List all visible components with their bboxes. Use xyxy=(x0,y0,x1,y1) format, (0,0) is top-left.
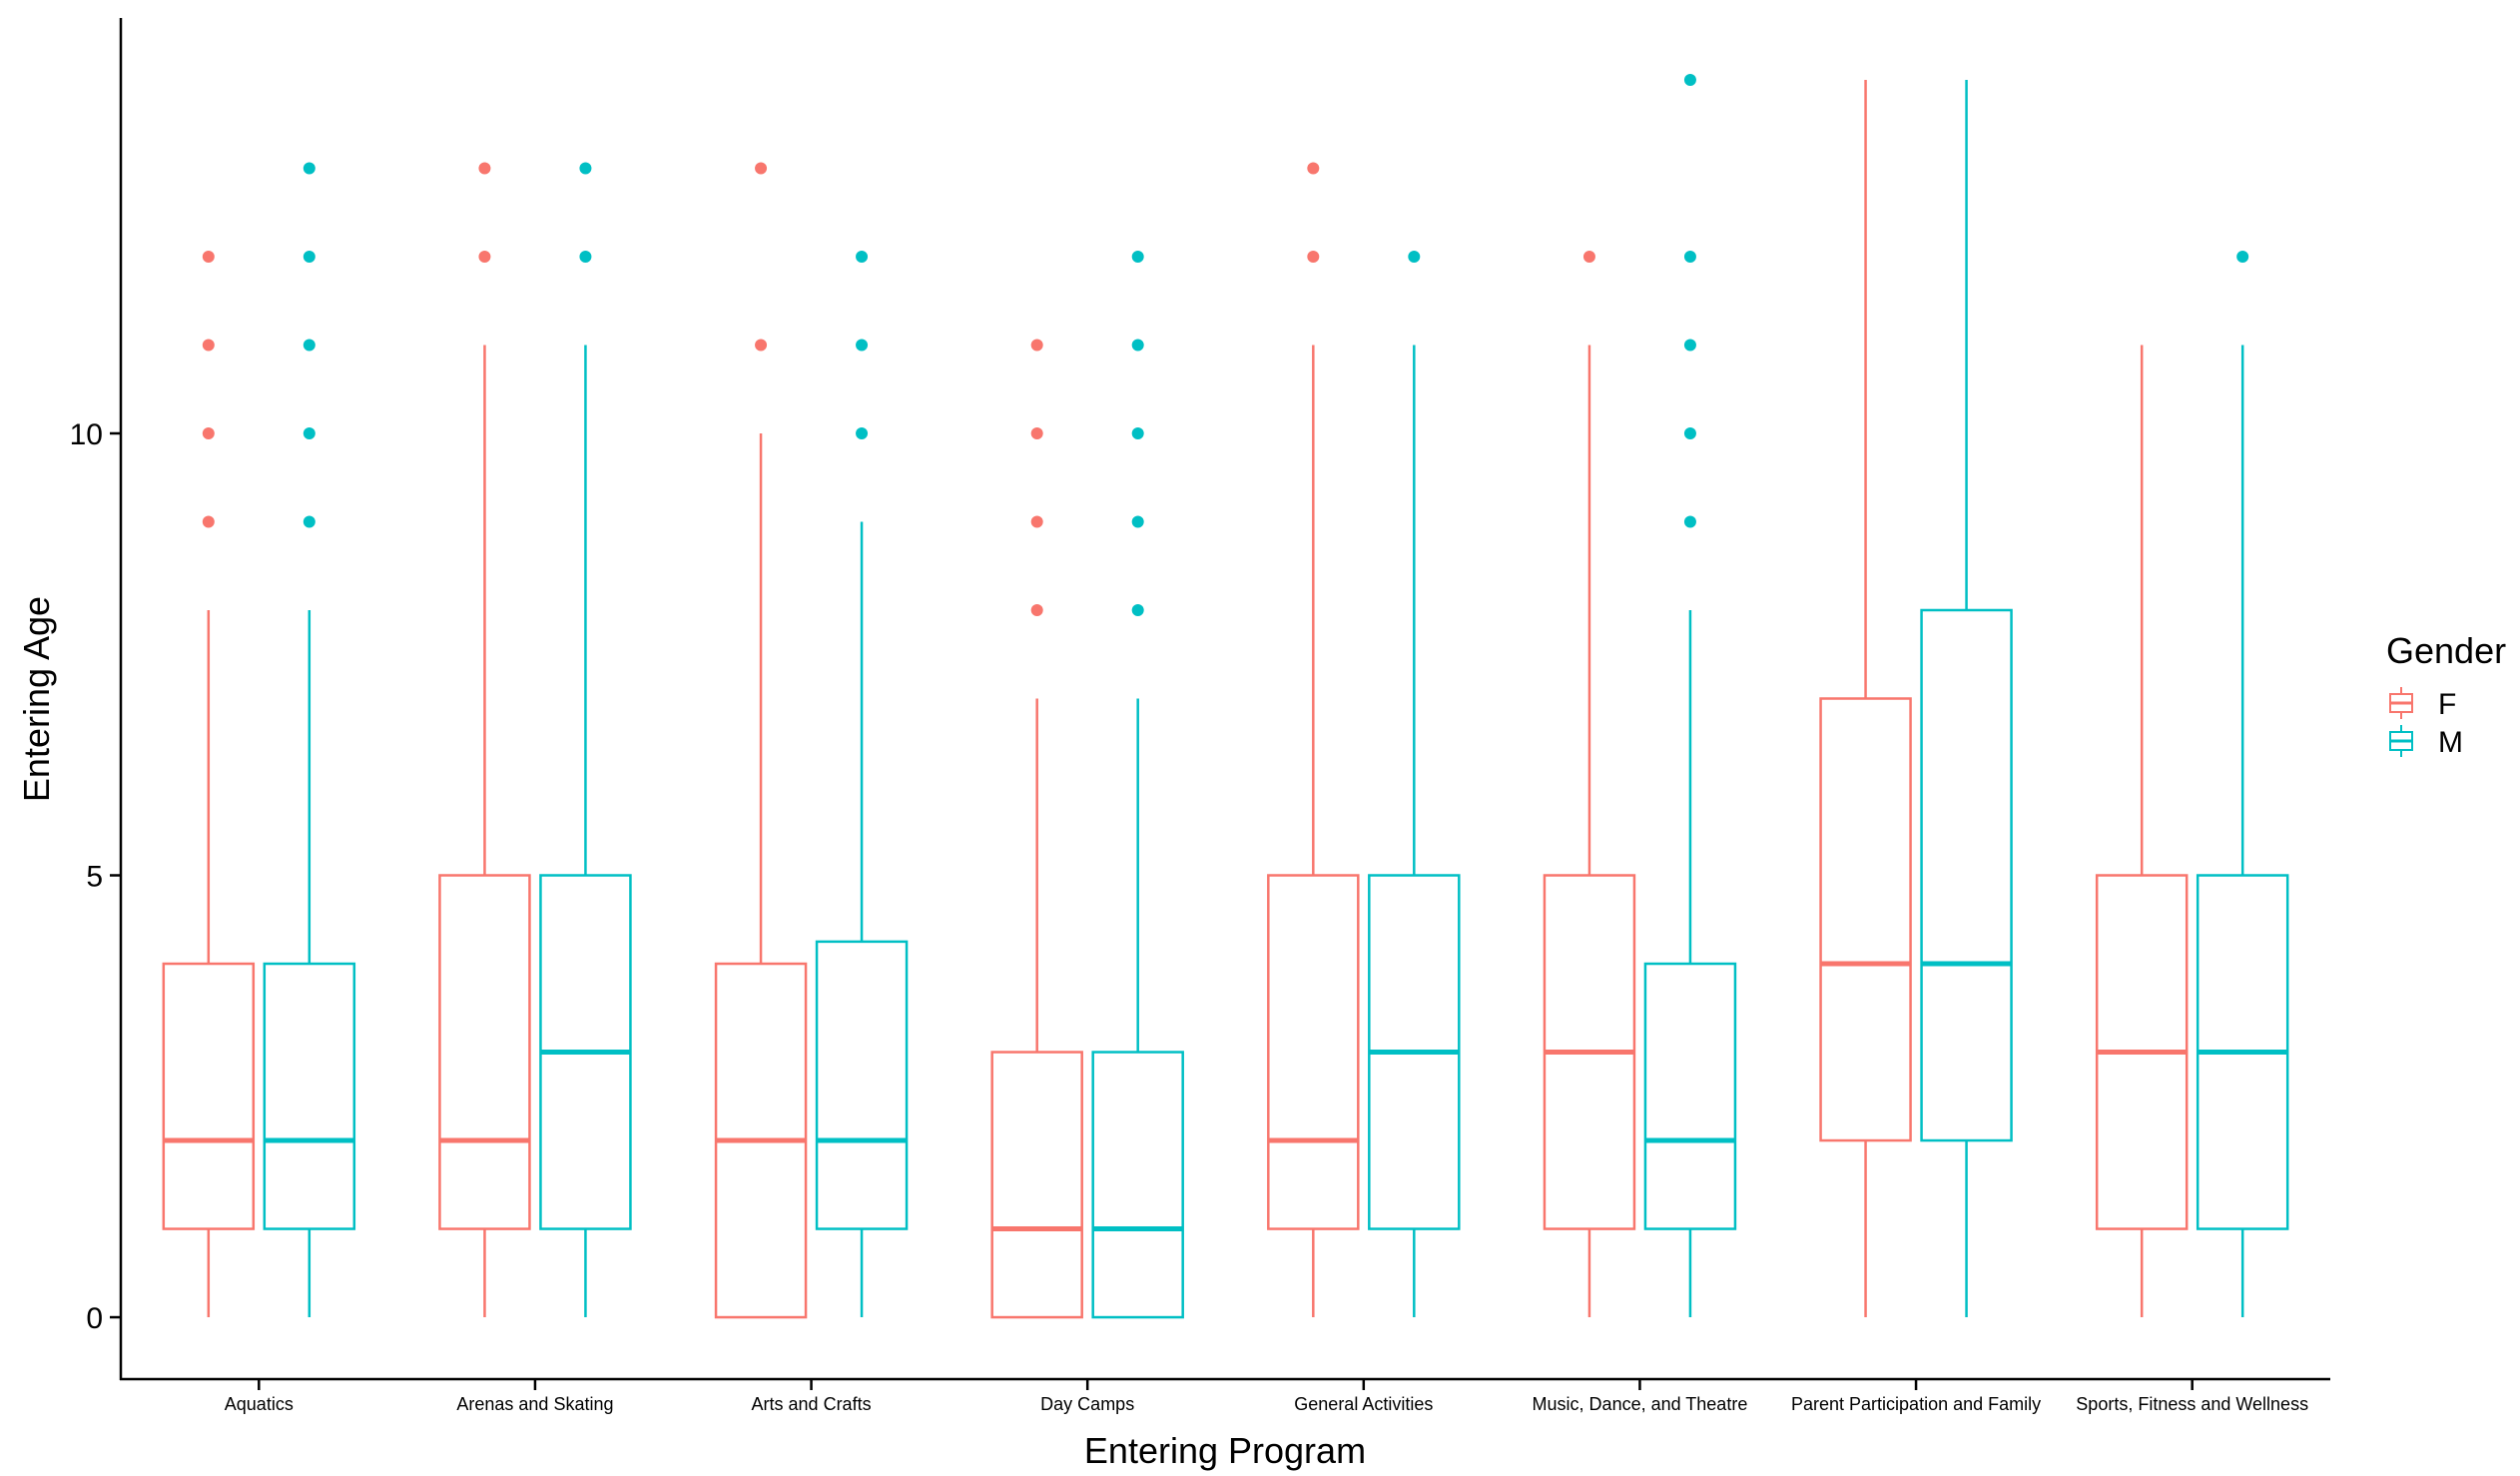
outlier-point xyxy=(303,162,315,175)
y-tick-label: 10 xyxy=(70,418,103,451)
outlier-point xyxy=(303,426,315,439)
legend-keys: FM xyxy=(2389,687,2463,759)
box-m xyxy=(2196,250,2289,1318)
legend-label: F xyxy=(2438,688,2456,721)
outlier-point xyxy=(202,426,215,439)
outlier-point xyxy=(1408,250,1421,263)
outlier-point xyxy=(579,250,592,263)
box-f xyxy=(990,339,1083,1319)
y-axis-title: Entering Age xyxy=(16,596,57,802)
outlier-point xyxy=(1683,515,1696,528)
outlier-point xyxy=(1131,603,1144,616)
box-iqr xyxy=(162,962,256,1230)
outlier-point xyxy=(1683,73,1696,86)
x-tick-label: Day Camps xyxy=(1040,1394,1134,1414)
outlier-point xyxy=(478,162,491,175)
box-m xyxy=(1920,79,2013,1318)
box-m xyxy=(815,250,909,1318)
outlier-point xyxy=(1582,250,1595,263)
outlier-point xyxy=(1131,339,1144,352)
y-axis-ticks: 0 5 10 xyxy=(70,418,121,1335)
outlier-point xyxy=(1307,250,1320,263)
legend-key-m: M xyxy=(2389,725,2463,759)
legend: Gender FM xyxy=(2386,630,2506,759)
outlier-point xyxy=(856,339,869,352)
outlier-point xyxy=(1683,426,1696,439)
box-f xyxy=(1543,250,1636,1318)
box-iqr xyxy=(815,940,909,1230)
outlier-point xyxy=(755,162,768,175)
legend-title: Gender xyxy=(2386,630,2506,671)
legend-key-f: F xyxy=(2389,687,2456,721)
x-tick-label: Arenas and Skating xyxy=(456,1394,613,1414)
box-m xyxy=(263,162,356,1318)
outlier-point xyxy=(1683,250,1696,263)
y-tick-label: 0 xyxy=(86,1302,103,1335)
outlier-point xyxy=(1131,515,1144,528)
x-tick-label: Music, Dance, and Theatre xyxy=(1533,1394,1748,1414)
box-iqr xyxy=(1643,962,1737,1230)
outlier-point xyxy=(303,339,315,352)
box-f xyxy=(714,162,808,1319)
outlier-point xyxy=(1030,515,1043,528)
outlier-point xyxy=(1030,603,1043,616)
box-m xyxy=(539,162,632,1318)
outlier-point xyxy=(1131,426,1144,439)
box-iqr xyxy=(263,962,356,1230)
box-iqr xyxy=(438,874,531,1230)
y-tick-label: 5 xyxy=(86,861,103,894)
outlier-point xyxy=(202,515,215,528)
x-axis-ticks: Aquatics Arenas and Skating Arts and Craft… xyxy=(225,1379,2308,1414)
outlier-point xyxy=(755,339,768,352)
box-iqr xyxy=(1267,874,1360,1230)
plot-area: 0 5 10 Aquatics Arenas and Skating Arts and … xyxy=(70,18,2330,1414)
outlier-point xyxy=(856,426,869,439)
box-f xyxy=(438,162,531,1318)
box-f xyxy=(162,250,256,1318)
x-tick-label: Sports, Fitness and Wellness xyxy=(2076,1394,2308,1414)
box-f xyxy=(1267,162,1360,1318)
x-tick-label: Arts and Crafts xyxy=(752,1394,872,1414)
outlier-point xyxy=(478,250,491,263)
x-tick-label: Aquatics xyxy=(225,1394,294,1414)
x-tick-label: General Activities xyxy=(1294,1394,1433,1414)
outlier-point xyxy=(202,250,215,263)
outlier-point xyxy=(1683,339,1696,352)
outlier-point xyxy=(202,339,215,352)
outlier-point xyxy=(1131,250,1144,263)
boxes-layer xyxy=(162,73,2289,1319)
x-axis-title: Entering Program xyxy=(1084,1430,1366,1471)
outlier-point xyxy=(2236,250,2249,263)
box-iqr xyxy=(1920,608,2013,1142)
box-f xyxy=(1819,79,1912,1318)
outlier-point xyxy=(1030,426,1043,439)
box-f xyxy=(2095,345,2189,1318)
box-iqr xyxy=(990,1051,1083,1319)
outlier-point xyxy=(579,162,592,175)
box-iqr xyxy=(1819,697,1912,1142)
box-m xyxy=(1091,250,1184,1319)
legend-label: M xyxy=(2438,726,2463,759)
outlier-point xyxy=(303,515,315,528)
outlier-point xyxy=(1030,339,1043,352)
x-tick-label: Parent Participation and Family xyxy=(1791,1394,2041,1414)
box-iqr xyxy=(1091,1051,1184,1319)
box-m xyxy=(1643,73,1737,1318)
outlier-point xyxy=(856,250,869,263)
outlier-point xyxy=(303,250,315,263)
outlier-point xyxy=(1307,162,1320,175)
box-m xyxy=(1368,250,1461,1318)
